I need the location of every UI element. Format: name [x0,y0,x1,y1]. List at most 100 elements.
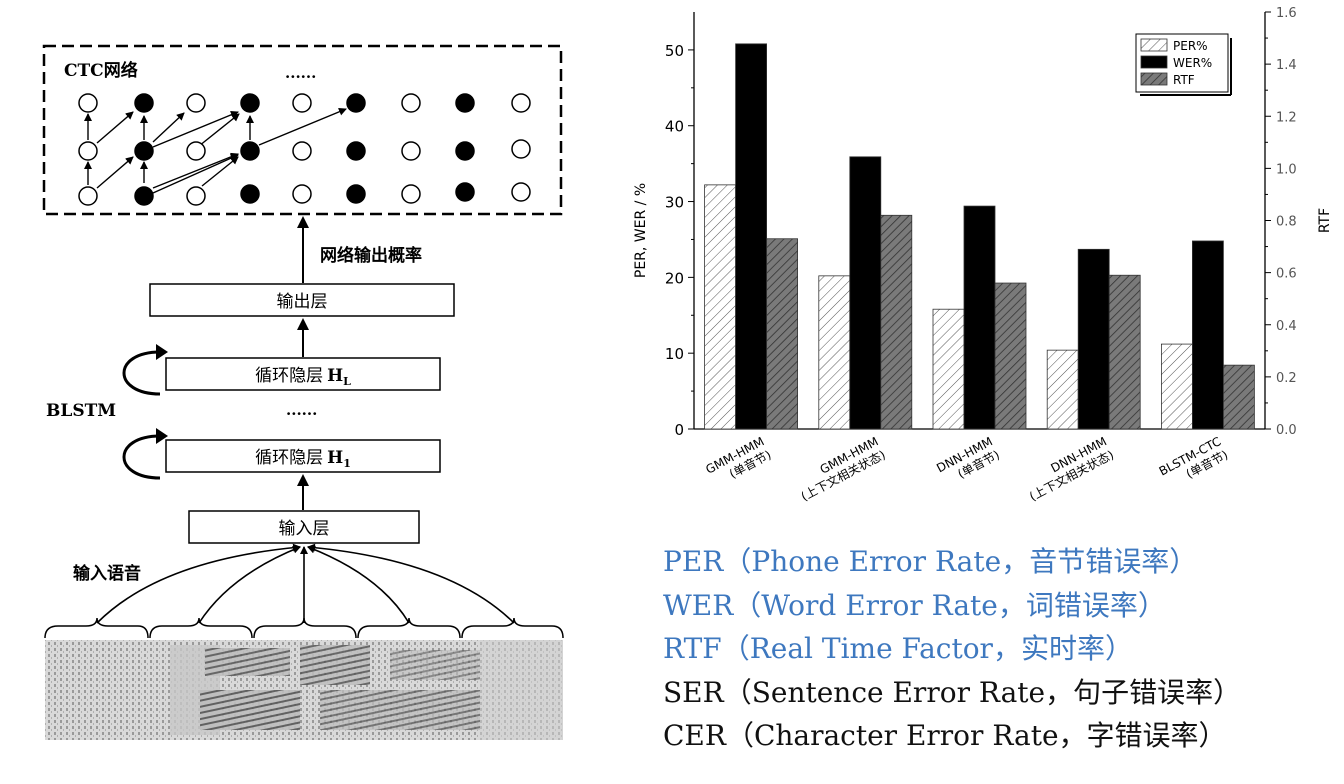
y-tick-label: 10 [665,345,684,363]
x-category-label: DNN-HMM(上下文相关状态) [1020,434,1116,503]
ctc-node-label [455,182,475,202]
y2-tick-label: 0.2 [1276,371,1297,386]
legend-swatch [1140,72,1168,86]
bar-rtf [1223,364,1255,430]
bar-rtf [880,214,913,430]
y2-tick-label: 1.0 [1276,162,1297,177]
y2-tick-label: 1.4 [1276,58,1297,73]
output-layer-label: 输出层 [277,292,328,312]
bar-per [932,308,965,430]
ctc-node-blank [292,184,312,204]
bar-wer [1192,240,1224,430]
frame-brace [357,617,461,639]
plot-area: 0 10 20 30 40 50 0.0 0.2 0.4 0.6 0.8 1.0 1.2 1.4 1.6 PE… [633,6,1333,504]
bar-rtf [766,238,799,430]
ctc-node-blank [292,141,312,161]
frame-brace [253,617,357,639]
definition-cer: CER（Character Error Rate，字错误率） [663,719,1227,752]
hidden-layer-bottom-label: 循环隐层 H1 [255,448,351,470]
y-tick-label: 30 [665,194,684,212]
legend-label: RTF [1173,73,1195,87]
y2-tick-label: 0.0 [1276,423,1297,438]
ctc-node-label [240,141,260,161]
y-tick-label: 50 [665,42,684,60]
ctc-nodes [78,93,531,206]
y2-tick-label: 1.6 [1276,6,1297,21]
speech-fan-in-arrows [96,543,515,624]
ctc-node-label [346,184,366,204]
hidden-layer-bottom-subscript: 1 [343,457,351,470]
bar-rtf [1108,274,1141,430]
speech-spectrogram [45,640,563,740]
bar-per [818,275,851,430]
ctc-node-label [134,141,154,161]
recurrent-loop-top-arrowhead [156,344,168,360]
ctc-node-blank [511,182,531,202]
blstm-ctc-diagram: CTC网络 ...... [42,44,564,740]
middle-ellipsis: ...... [286,401,317,419]
bar-chart: 0 10 20 30 40 50 0.0 0.2 0.4 0.6 0.8 1.0 1.2 1.4 1.6 PE… [633,6,1333,504]
y2-tick-label: 0.4 [1276,319,1297,334]
frame-brace [461,617,564,639]
bar-wer [735,43,767,430]
y-axis-label: PER, WER / % [633,183,649,278]
recurrent-loop-top-arrow [122,350,161,396]
ctc-node-blank [292,93,312,113]
hidden-layer-bottom-box [165,439,441,473]
ctc-network-label: CTC网络 [64,60,138,81]
recurrent-loop-bottom-arrowhead [156,428,168,444]
legend-swatch [1140,55,1168,69]
input-layer-label: 输入层 [279,519,330,539]
ctc-node-blank [78,186,98,206]
y-tick-label: 20 [665,269,684,287]
y-tick-label: 0 [674,421,684,439]
hidden-layer-top-label: 循环隐层 HL [255,366,351,388]
bar-per [704,184,736,430]
ctc-node-blank [511,139,531,159]
hidden-layer-top-box [165,357,441,391]
input-speech-label: 输入语音 [73,563,141,584]
definition-wer: WER（Word Error Rate，词错误率） [663,588,1166,622]
y-tick-label: 40 [665,118,684,136]
definition-ser: SER（Sentence Error Rate，句子错误率） [663,675,1242,709]
ctc-node-blank [401,184,421,204]
y2-tick-label: 1.2 [1276,110,1297,125]
x-category-label: GMM-HMM(单音节) [703,434,773,490]
ctc-node-blank [401,93,421,113]
hidden-layer-top-letter: H [327,366,343,386]
frame-brace [44,617,149,639]
bar-per [1161,343,1193,430]
ctc-node-label [455,141,475,161]
x-category-label: BLSTM-CTC(单音节) [1157,434,1231,492]
bar-per [1046,349,1079,430]
ctc-node-label [240,93,260,113]
recurrent-loop-bottom-arrow [122,434,161,480]
ctc-ellipsis: ...... [285,64,316,82]
ctc-node-blank [511,93,531,113]
x-category-label: DNN-HMM(单音节) [934,434,1002,488]
x-category-label: GMM-HMM(上下文相关状态) [792,434,888,503]
hidden-layer-top-subscript: L [343,375,351,388]
ctc-node-blank [401,141,421,161]
ctc-node-label [455,93,475,113]
ctc-node-blank [78,93,98,113]
ctc-node-blank [78,141,98,161]
legend-label: WER% [1173,56,1212,70]
ctc-network-box [42,44,563,216]
ctc-node-label [240,184,260,204]
network-output-prob-label: 网络输出概率 [320,245,422,266]
bar-rtf [994,282,1027,430]
bar-wer [849,156,882,430]
ctc-node-blank [186,93,206,113]
hidden-layer-bottom-letter: H [327,448,343,468]
ctc-node-label [346,141,366,161]
output-layer-box [149,283,455,317]
y2-tick-label: 0.6 [1276,267,1297,282]
legend-swatch [1140,38,1168,52]
y2-tick-label: 0.8 [1276,215,1297,230]
legend-label: PER% [1173,39,1208,53]
metric-definitions: PER（Phone Error Rate，音节错误率） WER（Word Err… [663,540,1343,758]
y2-axis-label: RTF [1317,208,1333,233]
input-layer-box [188,510,420,544]
ctc-node-blank [186,141,206,161]
